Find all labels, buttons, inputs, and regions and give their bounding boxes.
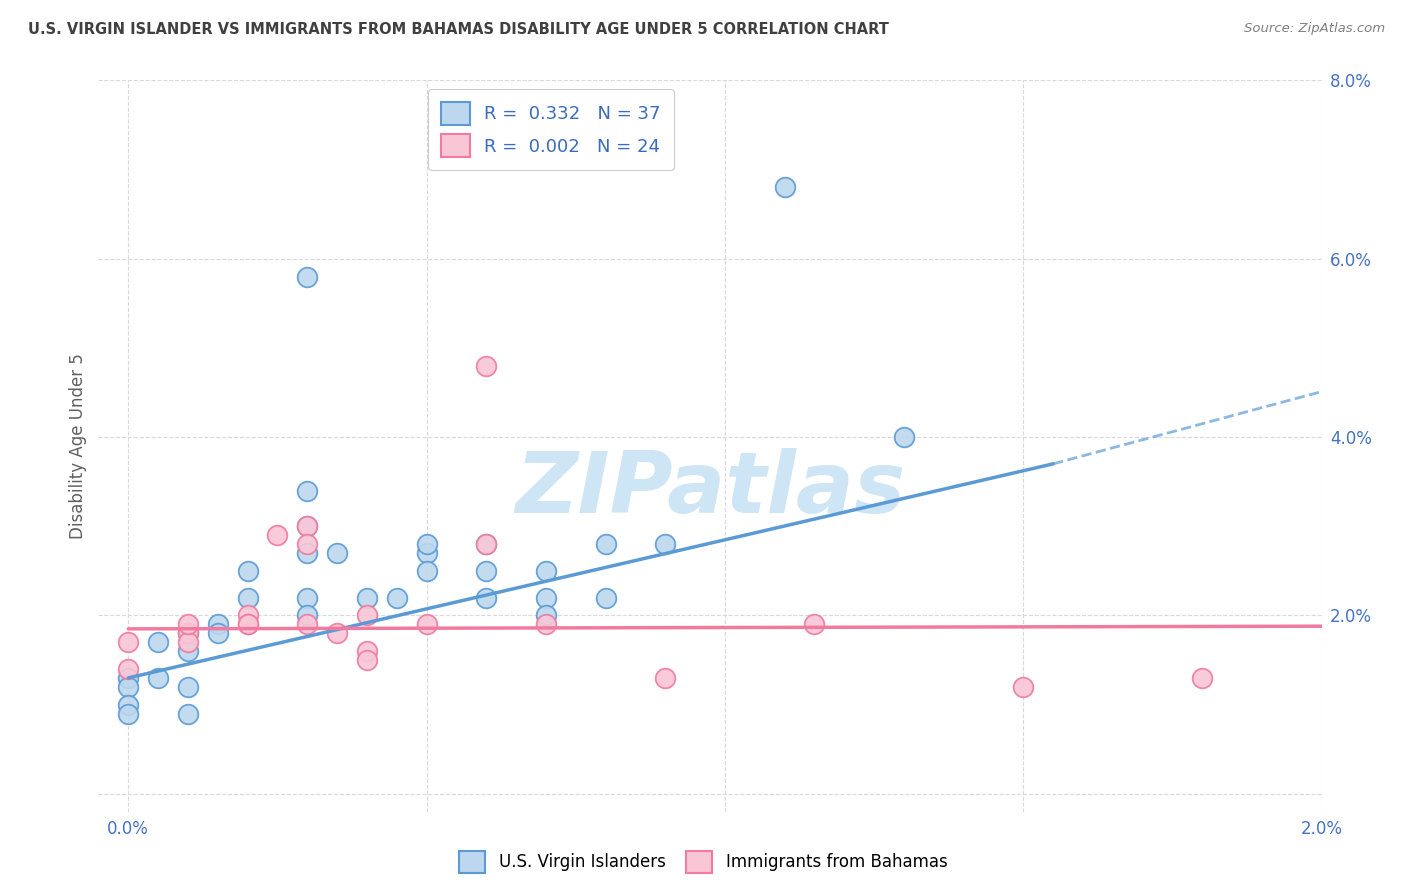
Point [326,626,349,640]
Y-axis label: Disability Age Under 5: Disability Age Under 5 [69,353,87,539]
Point [177,706,200,721]
Point [117,635,139,649]
Text: Source: ZipAtlas.com: Source: ZipAtlas.com [1244,22,1385,36]
Point [773,180,796,194]
Point [595,591,617,605]
Point [236,617,259,632]
Point [415,546,437,560]
Legend: R =  0.332   N = 37, R =  0.002   N = 24: R = 0.332 N = 37, R = 0.002 N = 24 [429,89,673,170]
Point [654,671,676,685]
Point [595,537,617,551]
Point [177,626,200,640]
Point [236,591,259,605]
Point [475,537,498,551]
Legend: U.S. Virgin Islanders, Immigrants from Bahamas: U.S. Virgin Islanders, Immigrants from B… [451,845,955,880]
Point [1191,671,1213,685]
Point [534,591,557,605]
Point [297,483,319,498]
Point [236,564,259,578]
Point [475,564,498,578]
Point [534,617,557,632]
Point [534,608,557,623]
Point [297,519,319,533]
Point [415,537,437,551]
Point [117,698,139,712]
Point [1012,680,1035,694]
Point [415,617,437,632]
Point [297,617,319,632]
Point [177,644,200,658]
Point [356,653,378,667]
Point [415,564,437,578]
Point [356,644,378,658]
Point [297,519,319,533]
Point [177,626,200,640]
Point [297,269,319,284]
Point [534,564,557,578]
Point [297,591,319,605]
Point [297,608,319,623]
Point [117,662,139,676]
Point [177,680,200,694]
Point [117,680,139,694]
Point [297,546,319,560]
Point [117,671,139,685]
Point [266,528,288,542]
Point [475,359,498,373]
Point [177,635,200,649]
Point [356,591,378,605]
Text: ZIPatlas: ZIPatlas [515,449,905,532]
Point [146,671,169,685]
Point [654,537,676,551]
Point [207,617,229,632]
Point [356,608,378,623]
Point [475,537,498,551]
Point [117,706,139,721]
Point [297,537,319,551]
Text: U.S. VIRGIN ISLANDER VS IMMIGRANTS FROM BAHAMAS DISABILITY AGE UNDER 5 CORRELATI: U.S. VIRGIN ISLANDER VS IMMIGRANTS FROM … [28,22,889,37]
Point [893,430,915,444]
Point [146,635,169,649]
Point [326,546,349,560]
Point [385,591,408,605]
Point [177,617,200,632]
Point [475,591,498,605]
Point [803,617,825,632]
Point [236,617,259,632]
Point [236,608,259,623]
Point [207,626,229,640]
